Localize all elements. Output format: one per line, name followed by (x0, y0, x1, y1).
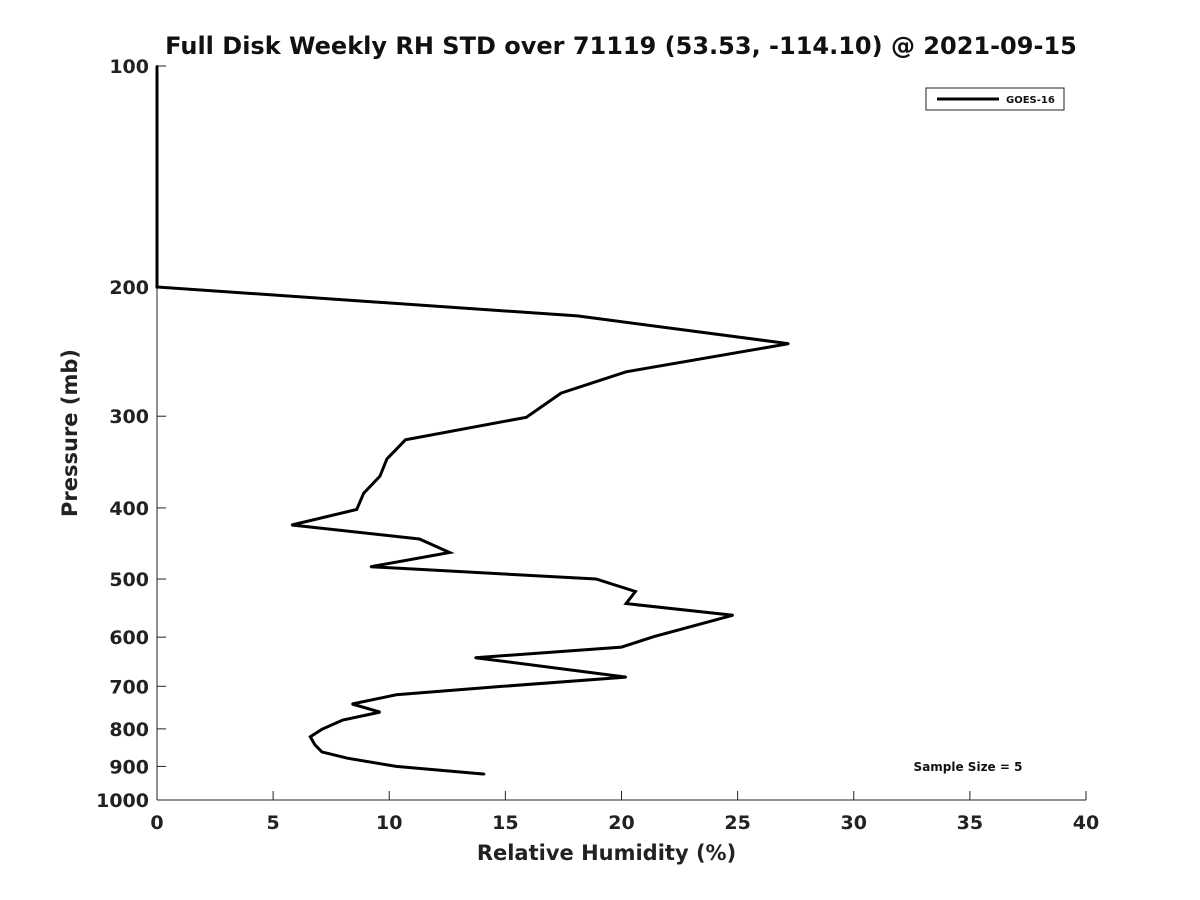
y-tick-label: 1000 (96, 790, 149, 812)
series-line-0 (155, 66, 789, 776)
y-tick-label: 700 (109, 676, 149, 698)
x-tick-label: 25 (724, 812, 750, 834)
x-tick-label: 40 (1073, 812, 1099, 834)
data-point (560, 392, 563, 395)
data-point (502, 685, 505, 688)
data-point (787, 342, 790, 345)
data-point (156, 65, 158, 67)
data-point (395, 765, 398, 768)
data-point (448, 551, 451, 554)
y-tick-label: 900 (109, 756, 149, 778)
data-point (156, 285, 158, 288)
axes (156, 66, 1086, 801)
x-tick-label: 20 (608, 812, 634, 834)
x-tick-label: 10 (376, 812, 402, 834)
x-tick-label: 0 (150, 812, 163, 834)
data-point (525, 416, 528, 419)
data-point (355, 508, 358, 511)
y-ticks: 100 200 300 400 500 600 700 800 900 1000 (96, 56, 166, 812)
data-point (378, 711, 381, 714)
y-tick-label: 200 (109, 277, 149, 299)
data-point (634, 590, 637, 593)
data-point (362, 492, 365, 495)
data-point (320, 750, 323, 753)
x-tick-label: 15 (492, 812, 518, 834)
data-point (576, 314, 579, 317)
data-point (309, 735, 312, 738)
data-point (378, 475, 381, 478)
data-point (483, 773, 486, 776)
data-point (369, 565, 372, 568)
data-point (351, 703, 354, 706)
data-point (474, 656, 477, 659)
data-point (341, 718, 344, 721)
y-tick-label: 400 (109, 498, 149, 520)
y-tick-label: 300 (109, 406, 149, 428)
data-point (156, 194, 158, 197)
x-tick-label: 30 (841, 812, 867, 834)
y-tick-label: 800 (109, 719, 149, 741)
data-point (625, 676, 628, 679)
y-tick-label: 100 (109, 56, 149, 78)
data-point (404, 438, 407, 441)
y-tick-label: 500 (109, 569, 149, 591)
data-point (653, 635, 656, 638)
data-point (385, 457, 388, 460)
data-point (594, 578, 597, 581)
data-point (625, 602, 628, 605)
x-axis-label: Relative Humidity (%) (477, 841, 736, 865)
data-point (625, 370, 628, 373)
x-tick-label: 35 (957, 812, 983, 834)
data-point (395, 693, 398, 696)
data-point (290, 523, 293, 526)
legend-label: GOES-16 (1006, 95, 1055, 106)
data-point (346, 757, 349, 760)
chart-title: Full Disk Weekly RH STD over 71119 (53.5… (165, 32, 1077, 60)
series-layer (155, 65, 790, 776)
y-tick-label: 600 (109, 627, 149, 649)
x-tick-label: 5 (267, 812, 280, 834)
data-point (620, 646, 623, 649)
sample-size-annotation: Sample Size = 5 (914, 760, 1023, 774)
data-point (313, 743, 316, 746)
data-point (731, 614, 734, 617)
data-point (418, 538, 421, 541)
legend: GOES-16 (925, 87, 1065, 111)
data-point (320, 728, 323, 731)
y-axis-label: Pressure (mb) (58, 349, 82, 517)
x-ticks: 0 5 10 15 20 25 30 35 40 (150, 791, 1099, 834)
